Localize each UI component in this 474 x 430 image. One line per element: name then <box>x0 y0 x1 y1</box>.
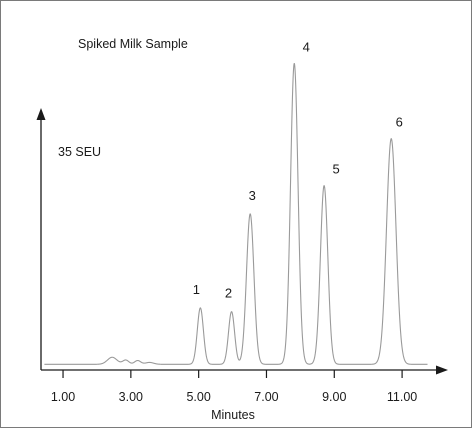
x-tick-label: 1.00 <box>51 390 75 404</box>
x-tick-label: 3.00 <box>119 390 143 404</box>
chromatogram-trace <box>44 63 428 365</box>
peak-label: 1 <box>193 282 200 297</box>
x-axis-arrowhead <box>436 365 448 375</box>
x-axis-label: Minutes <box>211 408 255 422</box>
peak-label: 6 <box>396 115 403 130</box>
peak-label: 5 <box>332 162 339 177</box>
x-tick-label: 5.00 <box>186 390 210 404</box>
y-axis-arrowhead <box>36 108 46 120</box>
x-tick-label: 7.00 <box>254 390 278 404</box>
y-scale-label: 35 SEU <box>58 145 101 159</box>
x-tick-labels: 1.00 3.00 5.00 7.00 9.00 11.00 <box>51 390 417 404</box>
axes <box>36 108 448 375</box>
peak-label: 4 <box>303 40 310 55</box>
x-tick-label: 9.00 <box>322 390 346 404</box>
x-tick-label: 11.00 <box>387 390 417 404</box>
peak-label: 3 <box>249 188 256 203</box>
x-ticks <box>62 370 403 378</box>
chart-title: Spiked Milk Sample <box>78 37 188 51</box>
peak-labels: 1 2 3 4 5 6 <box>193 40 403 301</box>
peak-label: 2 <box>225 286 232 301</box>
